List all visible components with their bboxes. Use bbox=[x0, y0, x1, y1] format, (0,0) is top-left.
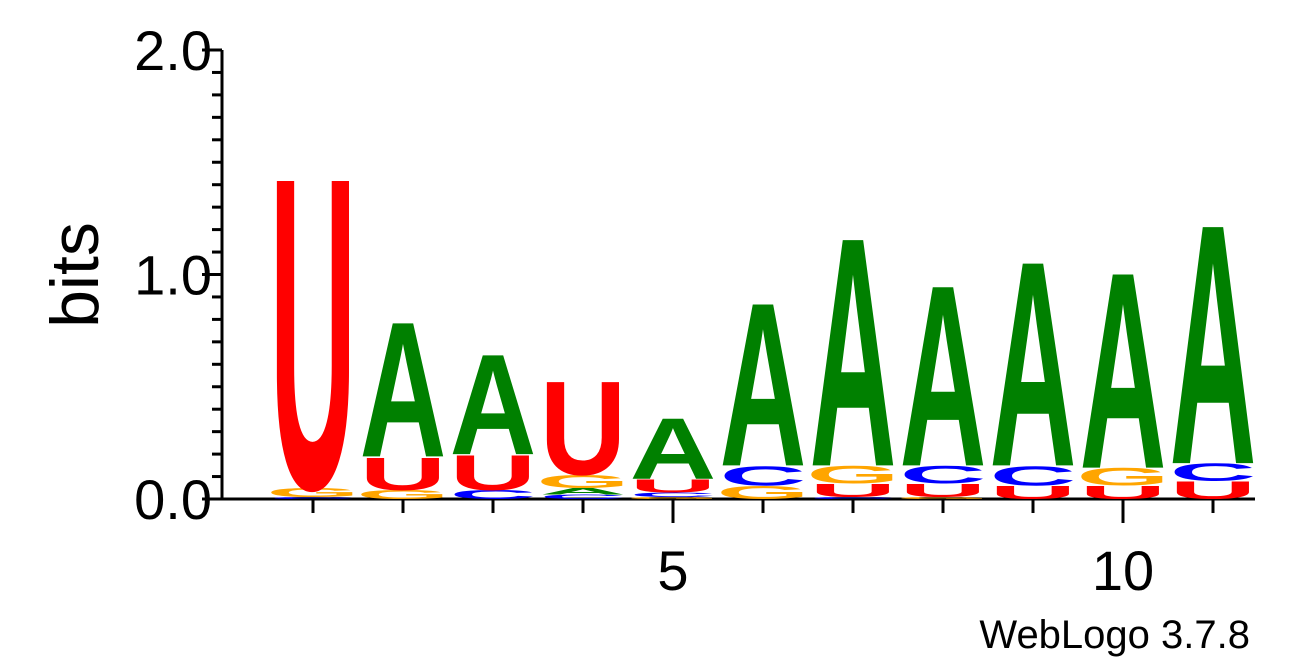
svg-text:C: C bbox=[900, 461, 987, 489]
letter-U: U bbox=[900, 480, 987, 501]
letter-U: U bbox=[810, 480, 897, 501]
letter-G: G bbox=[356, 488, 449, 502]
x-tick-label: 5 bbox=[657, 539, 688, 602]
letter-A: A bbox=[1170, 153, 1257, 536]
svg-text:U: U bbox=[270, 85, 357, 583]
letter-G: G bbox=[1076, 463, 1169, 491]
svg-text:G: G bbox=[266, 486, 359, 500]
svg-text:U: U bbox=[1170, 477, 1257, 505]
letter-C: C bbox=[810, 496, 897, 499]
letter-A: A bbox=[450, 325, 537, 486]
letter-A: A bbox=[360, 282, 447, 498]
letter-G: G bbox=[536, 471, 629, 492]
letter-A: A bbox=[990, 201, 1077, 528]
letter-A: A bbox=[1080, 214, 1167, 527]
letter-C: C bbox=[630, 491, 717, 498]
axes: 0.0 1.0 2.0 5 10 bbox=[134, 19, 1255, 602]
svg-text:C: C bbox=[630, 491, 717, 498]
svg-text:U: U bbox=[810, 480, 897, 501]
letter-G: G bbox=[806, 461, 899, 489]
svg-text:U: U bbox=[360, 448, 447, 500]
svg-text:A: A bbox=[450, 325, 537, 486]
svg-text:A: A bbox=[1080, 214, 1167, 527]
svg-text:G: G bbox=[806, 461, 899, 489]
svg-text:U: U bbox=[990, 482, 1077, 503]
svg-text:U: U bbox=[630, 475, 717, 496]
letter-C: C bbox=[900, 461, 987, 489]
letter-C: C bbox=[270, 496, 357, 499]
svg-text:C: C bbox=[270, 496, 357, 499]
svg-text:U: U bbox=[900, 480, 987, 501]
y-tick-label: 1.0 bbox=[134, 244, 212, 307]
svg-text:G: G bbox=[356, 488, 449, 502]
letter-U: U bbox=[360, 448, 447, 500]
svg-text:G: G bbox=[716, 482, 809, 503]
letter-C: C bbox=[990, 460, 1077, 491]
letter-A: A bbox=[720, 255, 807, 515]
letter-G: G bbox=[626, 496, 719, 499]
letter-U: U bbox=[990, 482, 1077, 503]
svg-text:A: A bbox=[360, 282, 447, 498]
svg-text:C: C bbox=[450, 488, 537, 502]
y-axis-label: bits bbox=[37, 222, 113, 328]
svg-text:G: G bbox=[1076, 463, 1169, 491]
svg-text:U: U bbox=[540, 353, 627, 503]
weblogo-version-label: WebLogo 3.7.8 bbox=[979, 613, 1250, 657]
svg-text:A: A bbox=[810, 171, 897, 536]
letter-A: A bbox=[810, 171, 897, 536]
svg-text:A: A bbox=[630, 401, 717, 498]
y-tick-label: 0.0 bbox=[134, 468, 212, 531]
svg-text:G: G bbox=[626, 496, 719, 499]
y-tick-label: 2.0 bbox=[134, 19, 212, 82]
letter-G: G bbox=[716, 482, 809, 503]
letter-C: C bbox=[540, 493, 627, 500]
svg-text:C: C bbox=[810, 496, 897, 499]
letter-C: C bbox=[1170, 459, 1257, 487]
letter-U: U bbox=[1170, 477, 1257, 505]
letter-C: C bbox=[720, 460, 807, 491]
svg-text:A: A bbox=[900, 231, 987, 521]
letter-U: U bbox=[630, 475, 717, 496]
letter-U: U bbox=[450, 446, 537, 501]
letter-G: G bbox=[266, 486, 359, 500]
letter-A: A bbox=[630, 401, 717, 498]
letter-G: G bbox=[896, 496, 989, 499]
svg-text:G: G bbox=[536, 471, 629, 492]
letter-A: A bbox=[540, 486, 627, 496]
svg-text:G: G bbox=[896, 496, 989, 499]
svg-text:C: C bbox=[540, 493, 627, 500]
svg-text:C: C bbox=[720, 460, 807, 491]
letter-U: U bbox=[1080, 482, 1167, 503]
svg-text:A: A bbox=[720, 255, 807, 515]
svg-text:A: A bbox=[1170, 153, 1257, 536]
svg-text:C: C bbox=[1170, 459, 1257, 487]
x-tick-label: 10 bbox=[1092, 539, 1154, 602]
letter-U: U bbox=[540, 353, 627, 503]
svg-text:U: U bbox=[450, 446, 537, 501]
letter-A: A bbox=[900, 231, 987, 521]
svg-text:C: C bbox=[990, 460, 1077, 491]
letter-C: C bbox=[450, 488, 537, 502]
svg-text:A: A bbox=[990, 201, 1077, 528]
svg-text:A: A bbox=[540, 486, 627, 496]
svg-text:U: U bbox=[1080, 482, 1167, 503]
letter-U: U bbox=[270, 85, 357, 583]
